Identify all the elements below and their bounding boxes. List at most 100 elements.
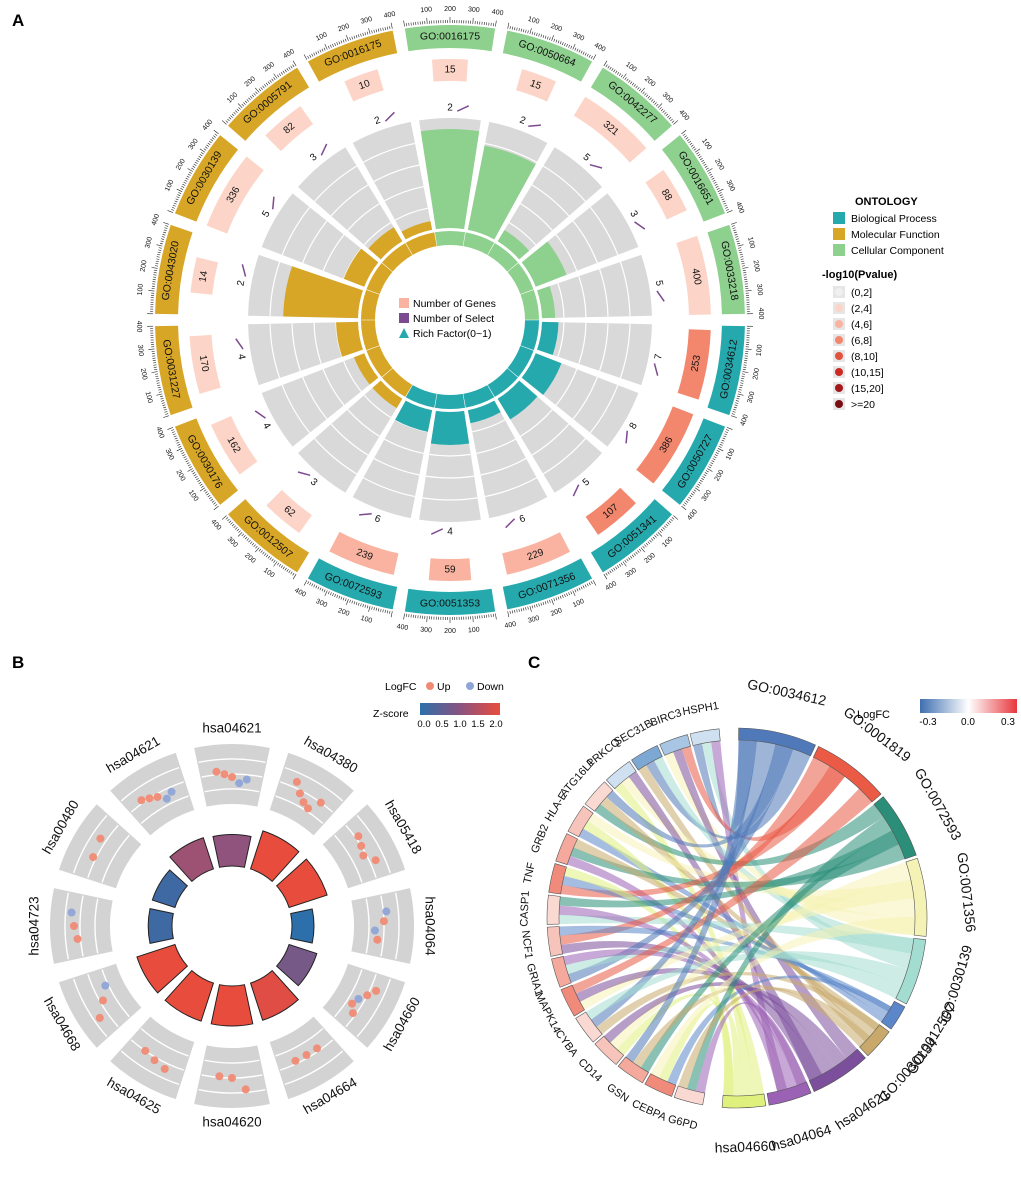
track-gridline xyxy=(281,206,311,256)
axis-tick xyxy=(364,604,367,608)
axis-tick xyxy=(712,179,716,182)
axis-tick xyxy=(330,592,332,596)
term-segment xyxy=(905,857,928,937)
track-gridline xyxy=(520,203,553,231)
pvalue-legend-label: (15,20] xyxy=(851,383,884,395)
gene-label: HSPH1 xyxy=(682,700,720,718)
track-gridline xyxy=(204,788,260,793)
gene-logfc-point xyxy=(145,794,154,803)
gene-label: CYBA xyxy=(553,1028,581,1060)
gene-logfc-point xyxy=(137,796,146,805)
axis-tick xyxy=(733,231,737,234)
axis-tick xyxy=(741,260,745,262)
axis-tick xyxy=(249,541,253,544)
tick-label: 200 xyxy=(244,76,258,89)
axis-tick xyxy=(342,39,345,43)
axis-tick xyxy=(731,415,737,418)
tick-label: 300 xyxy=(724,179,735,193)
gene-logfc-point xyxy=(167,787,176,796)
panel-label-b: B xyxy=(12,653,24,672)
axis-tick xyxy=(722,437,726,440)
axis-tick xyxy=(580,586,583,590)
number-of-select-mark xyxy=(634,221,646,230)
axis-tick xyxy=(716,188,720,190)
chord-ribbon xyxy=(579,879,914,1010)
axis-tick xyxy=(654,535,657,538)
rich-factor-bar xyxy=(521,241,567,287)
axis-tick xyxy=(717,448,724,452)
axis-tick xyxy=(737,393,744,396)
axis-tick xyxy=(174,437,178,440)
number-of-select-mark xyxy=(625,430,628,444)
axis-tick xyxy=(241,103,245,107)
axis-tick xyxy=(644,92,647,96)
axis-tick xyxy=(660,108,664,112)
axis-tick xyxy=(725,209,729,211)
logfc-legend-label: Down xyxy=(477,681,504,693)
track-gridline xyxy=(394,892,400,960)
axis-tick xyxy=(741,375,745,377)
pvalue-legend-dot xyxy=(835,384,843,392)
axis-tick xyxy=(251,94,255,98)
number-of-genes-bar xyxy=(502,532,571,575)
axis-tick xyxy=(671,517,675,520)
axis-tick xyxy=(692,146,696,149)
axis-tick xyxy=(366,605,369,609)
axis-tick xyxy=(327,591,330,595)
axis-tick xyxy=(529,605,532,612)
axis-tick xyxy=(276,562,280,566)
gene-logfc-point xyxy=(354,832,363,841)
number-of-select-label: 6 xyxy=(518,513,527,525)
axis-tick xyxy=(334,43,336,47)
zscore-bar xyxy=(275,943,318,987)
gene-segment xyxy=(555,833,578,865)
term-label: GO:0072593 xyxy=(912,765,966,843)
axis-tick xyxy=(740,382,744,384)
gene-logfc-point xyxy=(162,794,171,803)
tick-label: 300 xyxy=(164,448,175,462)
panel-label-a: A xyxy=(12,11,24,30)
number-of-genes-bar xyxy=(206,156,264,234)
axis-tick xyxy=(540,602,542,606)
axis-tick xyxy=(390,22,393,29)
track-gridline xyxy=(429,453,471,457)
axis-tick xyxy=(360,603,362,607)
track-gridline xyxy=(578,275,587,318)
axis-tick xyxy=(193,474,197,477)
axis-tick xyxy=(590,581,593,585)
number-of-genes-bar xyxy=(645,169,687,220)
axis-tick xyxy=(243,102,246,105)
axis-tick xyxy=(544,601,547,605)
track-gridline xyxy=(472,419,506,433)
axis-tick xyxy=(238,530,241,533)
axis-tick xyxy=(236,528,240,532)
gene-logfc-point xyxy=(70,922,78,930)
tick-label: 200 xyxy=(337,23,350,34)
track-gridline xyxy=(531,184,570,217)
axis-tick xyxy=(559,595,562,599)
gene-logfc-point xyxy=(67,908,76,917)
axis-tick xyxy=(709,173,713,176)
axis-tick xyxy=(720,441,724,444)
axis-tick xyxy=(609,570,612,574)
term-segment xyxy=(812,745,882,803)
chord-ribbon xyxy=(590,741,776,1028)
axis-tick xyxy=(207,495,211,498)
axis-tick xyxy=(655,533,659,537)
number-of-select-label: 2 xyxy=(235,279,247,287)
track-gridline xyxy=(508,221,537,246)
axis-tick xyxy=(214,504,218,507)
axis-tick xyxy=(210,139,214,142)
axis-tick xyxy=(546,600,549,604)
axis-tick xyxy=(518,28,520,32)
axis-tick xyxy=(253,544,256,548)
inner-category-ring xyxy=(463,232,495,255)
axis-tick xyxy=(551,35,554,42)
axis-tick xyxy=(175,198,179,201)
axis-tick xyxy=(155,375,159,377)
axis-tick xyxy=(670,518,673,522)
gene-segment xyxy=(551,956,572,988)
rich-factor-track xyxy=(261,353,379,447)
axis-tick xyxy=(203,489,207,492)
track-gridline xyxy=(476,438,516,454)
